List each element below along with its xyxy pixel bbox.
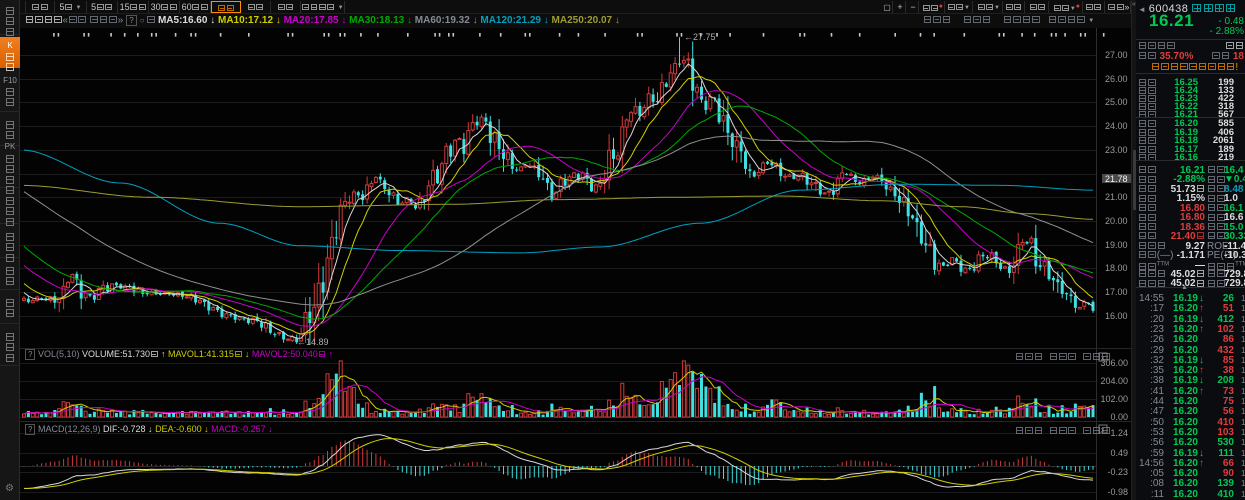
svg-text:19.00: 19.00 [1105,240,1128,250]
svg-text:21.78: 21.78 [1105,174,1128,184]
svg-text:-0.23: -0.23 [1107,467,1128,477]
svg-text:20.00: 20.00 [1105,216,1128,226]
svg-text:-0.98: -0.98 [1107,487,1128,497]
svg-text:17.00: 17.00 [1105,287,1128,297]
svg-text:0.49: 0.49 [1110,448,1128,458]
svg-text:26.00: 26.00 [1105,74,1128,84]
svg-text:23.00: 23.00 [1105,145,1128,155]
svg-text:0.00: 0.00 [1110,412,1128,422]
svg-text:27.00: 27.00 [1105,50,1128,60]
svg-text:18.00: 18.00 [1105,263,1128,273]
svg-text:←27.75: ←27.75 [684,32,716,42]
svg-text:16.00: 16.00 [1105,311,1128,321]
svg-text:←14.89: ←14.89 [297,337,329,347]
svg-text:306.00: 306.00 [1100,358,1128,368]
svg-text:25.00: 25.00 [1105,97,1128,107]
svg-text:21.00: 21.00 [1105,192,1128,202]
svg-text:1.24: 1.24 [1110,428,1128,438]
svg-text:102.00: 102.00 [1100,394,1128,404]
svg-text:204.00: 204.00 [1100,376,1128,386]
svg-text:24.00: 24.00 [1105,121,1128,131]
svg-text:x: x [1101,427,1105,434]
svg-text:x: x [1101,355,1105,362]
